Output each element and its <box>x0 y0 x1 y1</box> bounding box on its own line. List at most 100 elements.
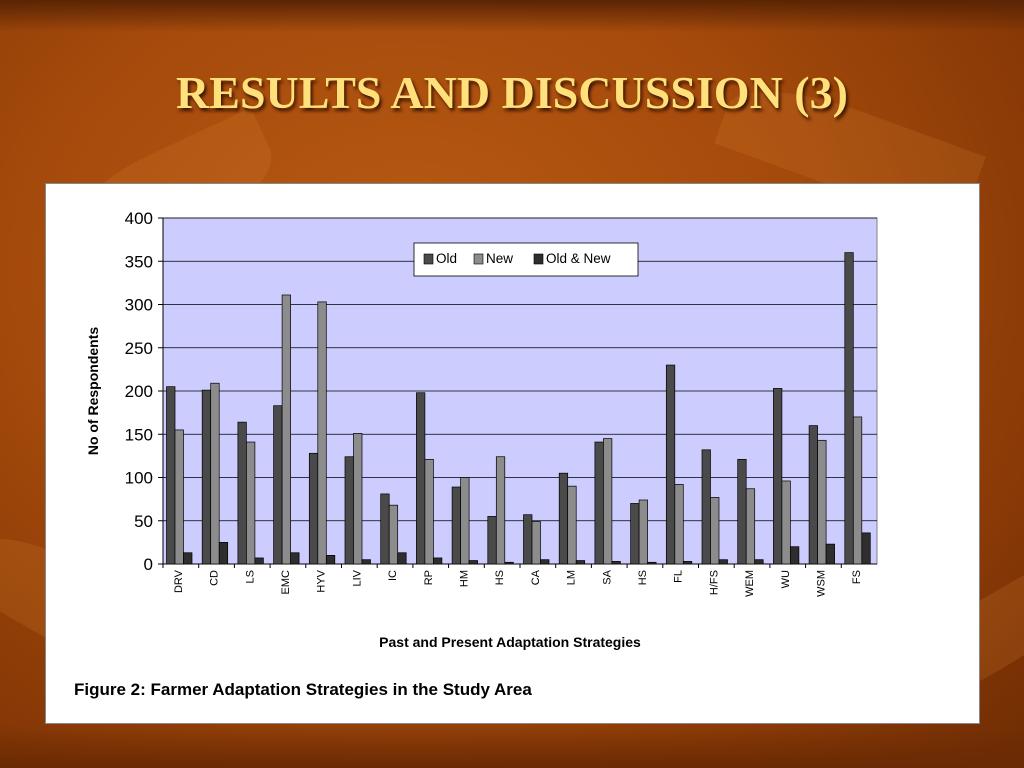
y-tick-label: 350 <box>125 252 153 271</box>
bar-old-1 <box>201 389 212 565</box>
bar-old-new-10 <box>540 559 550 565</box>
bar-old-new-3 <box>290 552 300 565</box>
bar-old-4 <box>308 452 319 565</box>
y-tick-label: 100 <box>125 469 153 488</box>
bar-old-0 <box>166 386 176 565</box>
bar-old-11 <box>558 472 569 565</box>
y-axis-label: No of Respondents <box>85 327 101 456</box>
bar-old-6 <box>380 493 390 565</box>
bar-old-new-8 <box>468 560 478 565</box>
x-tick-label: HS <box>494 570 506 585</box>
bar-old-new-0 <box>183 552 193 565</box>
bar-old-new-18 <box>825 543 835 565</box>
bar-old-2 <box>237 421 247 565</box>
legend-label: Old <box>436 251 457 266</box>
bar-new-10 <box>531 521 541 565</box>
x-tick-label: WSM <box>815 570 827 597</box>
bar-old-8 <box>451 486 461 565</box>
x-tick-label: H/FS <box>708 570 720 595</box>
x-tick-label: CA <box>530 569 542 585</box>
bar-new-18 <box>817 439 827 565</box>
y-tick-label: 150 <box>125 425 153 444</box>
bar-chart: 0 50 100 150 200 250 300 350 400 DRV CD LS EMC HYV LI… <box>85 209 878 650</box>
bar-old-19 <box>844 252 854 565</box>
x-tick-label: EMC <box>280 570 292 595</box>
bar-old-new-15 <box>718 559 728 565</box>
figure-panel: 0 50 100 150 200 250 300 350 400 DRV CD LS EMC HYV LI… <box>45 183 980 724</box>
legend-swatch <box>423 253 434 265</box>
bar-old-17 <box>773 388 783 565</box>
x-axis-ticks: DRV CD LS EMC HYV LIV IC RP HM HS CA LM SA HS FL H/FS WE… <box>162 564 863 597</box>
bar-old-new-16 <box>754 559 764 565</box>
y-axis-ticks: 0 50 100 150 200 250 300 350 400 <box>125 209 163 574</box>
y-tick-label: 400 <box>125 209 153 228</box>
legend-swatch <box>533 253 544 265</box>
bar-old-12 <box>594 441 604 565</box>
bar-old-new-7 <box>433 557 443 565</box>
bar-old-10 <box>523 514 533 565</box>
bar-old-15 <box>701 449 711 565</box>
bars <box>166 252 871 565</box>
x-tick-label: WEM <box>744 570 756 597</box>
bar-new-5 <box>353 433 363 565</box>
bar-new-2 <box>246 441 256 565</box>
y-tick-label: 0 <box>144 555 153 574</box>
bar-new-11 <box>567 485 577 565</box>
bar-old-new-12 <box>611 561 621 565</box>
legend: Old New Old & New <box>413 242 639 277</box>
x-tick-label: FS <box>851 570 863 584</box>
figure-caption: Figure 2: Farmer Adaptation Strategies i… <box>74 680 532 699</box>
bar-old-14 <box>665 364 676 565</box>
bar-old-new-13 <box>647 561 657 565</box>
x-tick-label: HS <box>637 570 649 585</box>
bar-old-13 <box>630 503 640 565</box>
bar-old-3 <box>273 405 283 565</box>
bar-new-3 <box>281 294 291 565</box>
legend-label: New <box>486 251 513 266</box>
legend-box <box>413 242 639 277</box>
bar-new-16 <box>745 488 756 565</box>
legend-swatch <box>473 253 484 265</box>
x-tick-label: HYV <box>316 569 328 592</box>
bar-new-6 <box>388 504 399 565</box>
bar-new-19 <box>852 416 863 565</box>
bar-old-new-9 <box>504 561 514 565</box>
bar-new-0 <box>174 429 184 565</box>
x-tick-label: LM <box>566 570 578 585</box>
bar-new-13 <box>638 499 648 565</box>
x-tick-label: LS <box>244 570 256 583</box>
x-tick-label: FL <box>673 570 685 583</box>
bar-new-12 <box>603 438 613 565</box>
bar-old-9 <box>487 516 497 565</box>
bar-old-new-1 <box>218 542 229 565</box>
slide-title: RESULTS AND DISCUSSION (3) <box>176 67 848 118</box>
bar-new-15 <box>710 497 720 565</box>
x-tick-label: LIV <box>351 569 363 586</box>
y-tick-label: 300 <box>125 296 153 315</box>
y-tick-label: 200 <box>125 382 153 401</box>
bottom-shadow-band <box>0 728 1024 768</box>
y-tick-label: 50 <box>134 512 153 531</box>
bar-old-new-14 <box>682 561 693 565</box>
bar-new-14 <box>674 484 684 565</box>
bar-old-7 <box>416 392 426 565</box>
bar-new-4 <box>317 301 327 565</box>
bar-old-new-4 <box>325 555 336 565</box>
bar-new-1 <box>210 382 220 565</box>
x-tick-label: CD <box>209 570 221 586</box>
bar-old-new-17 <box>790 546 800 565</box>
x-tick-label: SA <box>601 569 613 584</box>
legend-label: Old & New <box>546 251 611 266</box>
x-tick-label: HM <box>458 570 470 587</box>
bar-old-new-19 <box>861 532 871 565</box>
bar-new-17 <box>781 480 791 565</box>
y-tick-label: 250 <box>125 339 153 358</box>
bar-old-new-5 <box>361 559 371 565</box>
bar-old-5 <box>344 456 354 565</box>
bar-old-18 <box>808 425 818 565</box>
bar-new-9 <box>495 456 506 565</box>
bar-old-new-11 <box>575 560 586 565</box>
top-shadow-band <box>0 0 1024 32</box>
bar-new-8 <box>460 477 470 565</box>
bar-new-7 <box>424 458 434 565</box>
